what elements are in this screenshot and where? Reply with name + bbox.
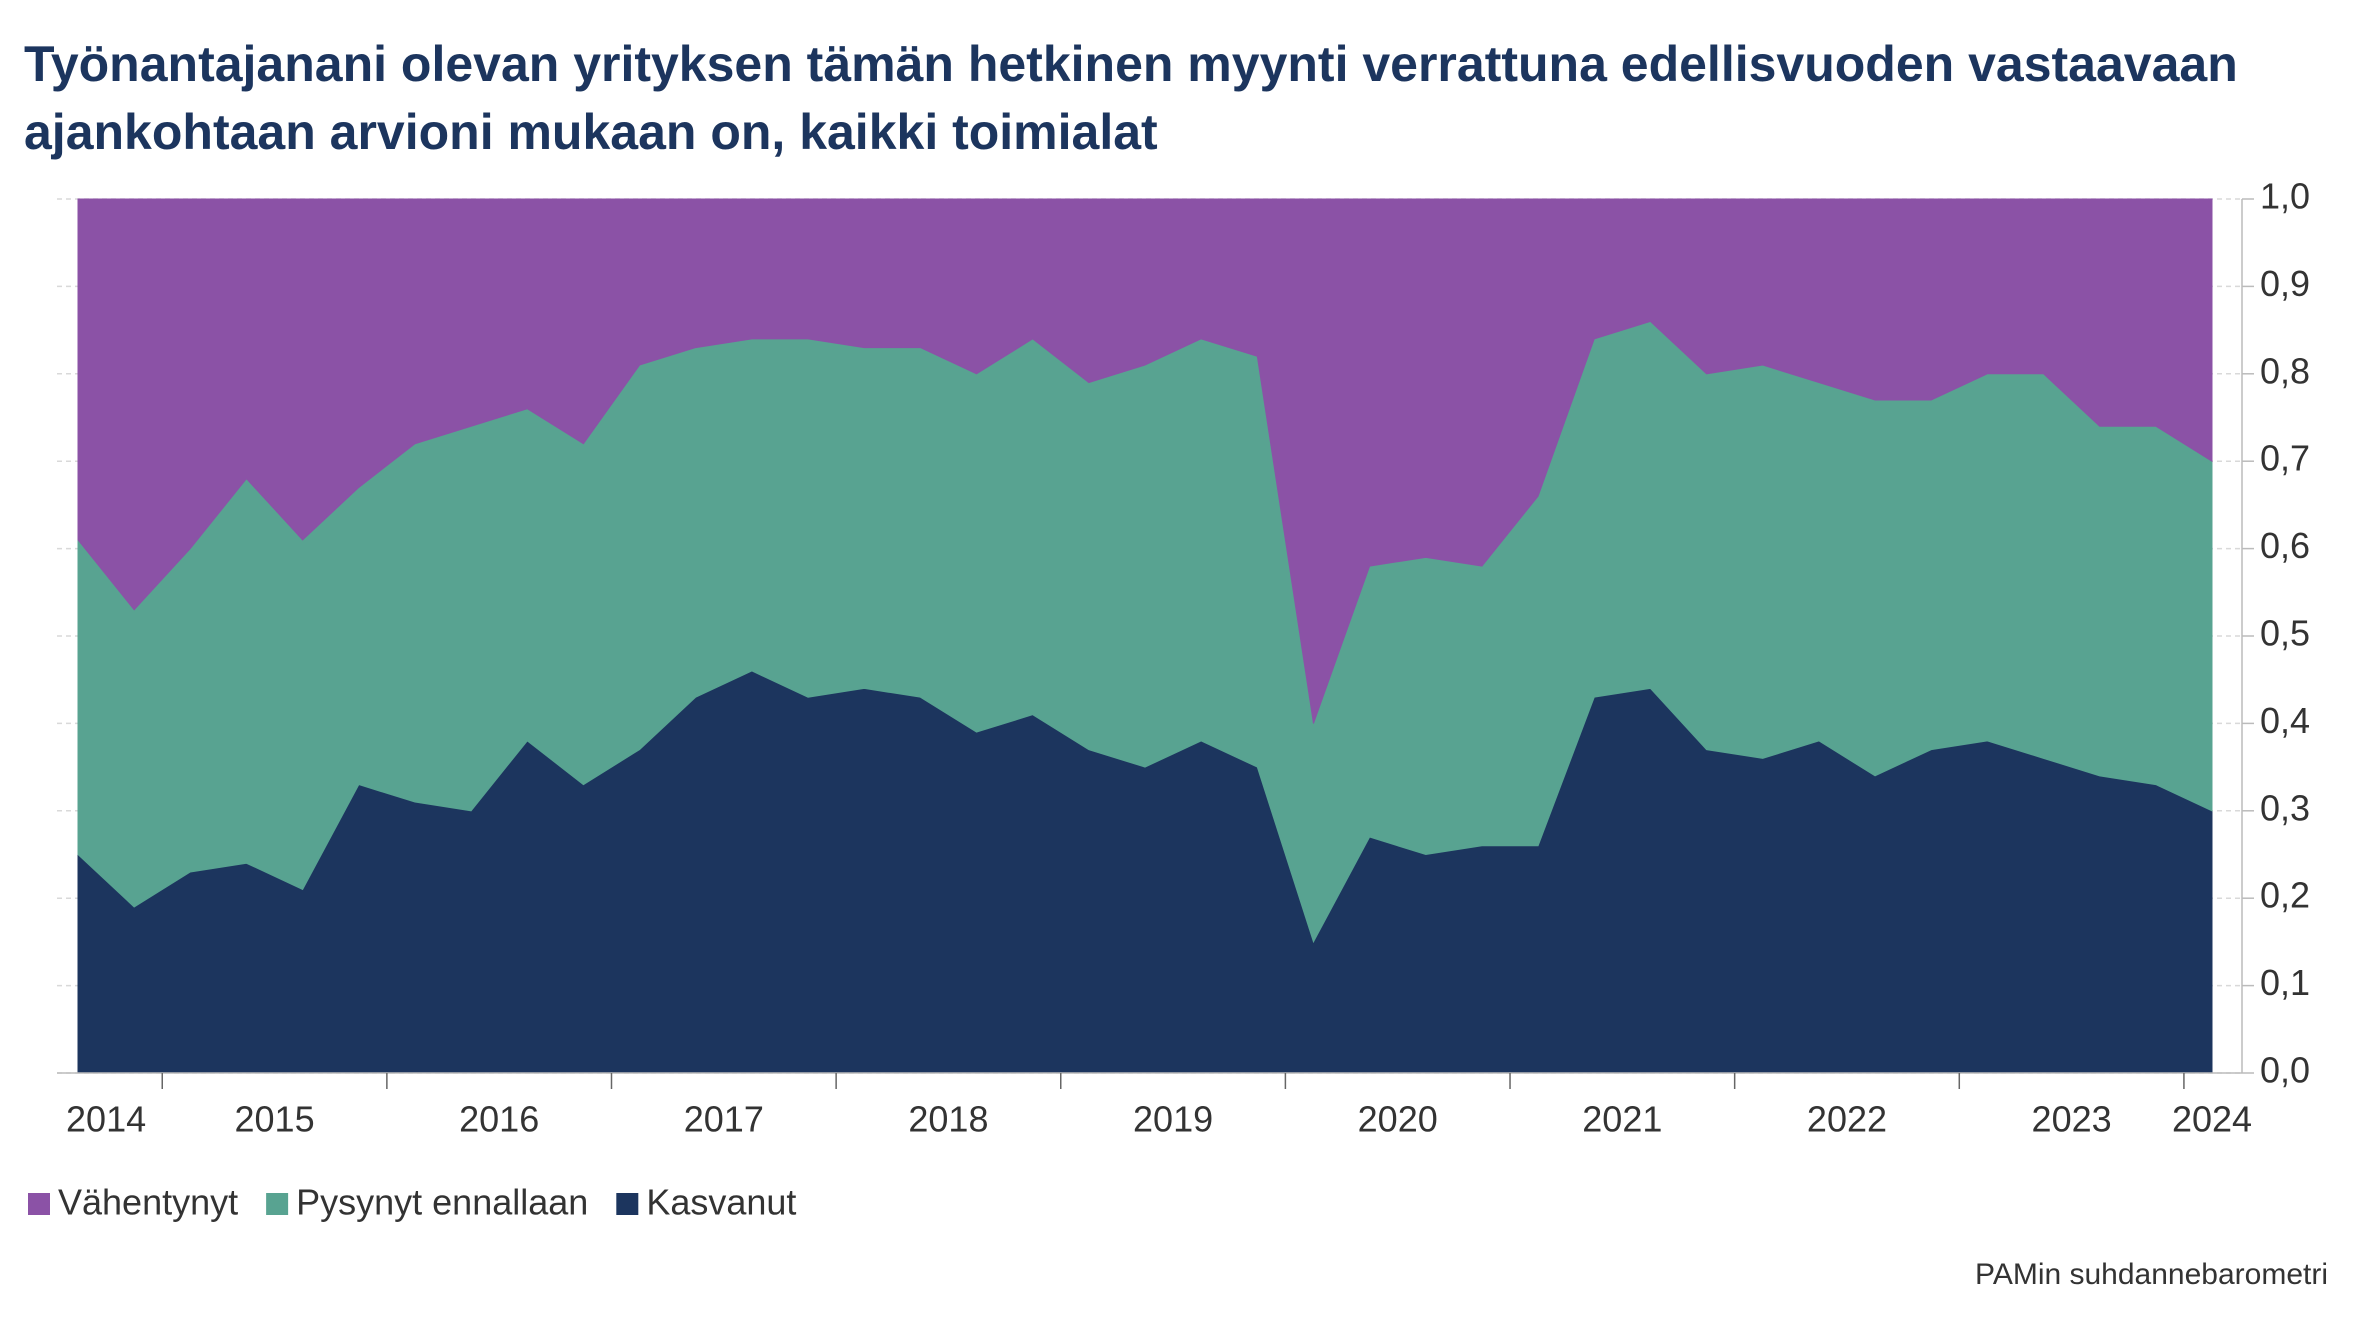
legend-label: Vähentynyt: [58, 1182, 238, 1223]
legend-swatch: [28, 1193, 50, 1215]
y-tick-label: 0,2: [2260, 875, 2310, 916]
y-tick-label: 0,9: [2260, 263, 2310, 304]
x-tick-label: 2020: [1358, 1099, 1438, 1140]
source: PAMin suhdannebarometri: [1975, 1258, 2328, 1291]
y-tick-label: 0,4: [2260, 700, 2310, 741]
title-box: Työnantajanani olevan yrityksen tämän he…: [24, 36, 2238, 160]
x-tick-label: 2017: [684, 1099, 764, 1140]
legend-swatch: [616, 1193, 639, 1215]
legend-swatch: [266, 1193, 289, 1215]
x-tick-label: 2015: [235, 1099, 315, 1140]
x-tick-label: 2014: [66, 1099, 146, 1140]
x-tick-label: 2019: [1133, 1099, 1213, 1140]
x-tick-label: 2023: [2032, 1099, 2112, 1140]
x-tick-label: 2021: [1582, 1099, 1662, 1140]
y-tick-label: 0,3: [2260, 787, 2310, 828]
area: [77, 198, 2213, 724]
legend-label: Pysynyt ennallaan: [296, 1182, 588, 1223]
y-tick-label: 0,6: [2260, 525, 2310, 566]
y-tick-label: 0,5: [2260, 613, 2310, 654]
y-tick-label: 0,8: [2260, 350, 2310, 391]
y-tick-label: 0,7: [2260, 438, 2310, 479]
x-tick-label: 2022: [1807, 1099, 1887, 1140]
x-tick-label: 2018: [908, 1099, 988, 1140]
y-tick-label: 0,1: [2260, 962, 2310, 1003]
legend-label: Kasvanut: [646, 1182, 796, 1223]
chart-title: Työnantajanani olevan yrityksen tämän he…: [24, 36, 2238, 160]
x-tick-label: 2024: [2172, 1099, 2252, 1140]
y-tick-label: 0,0: [2260, 1050, 2310, 1091]
y-tick-label: 1,0: [2260, 176, 2310, 217]
x-tick-label: 2016: [459, 1099, 539, 1140]
